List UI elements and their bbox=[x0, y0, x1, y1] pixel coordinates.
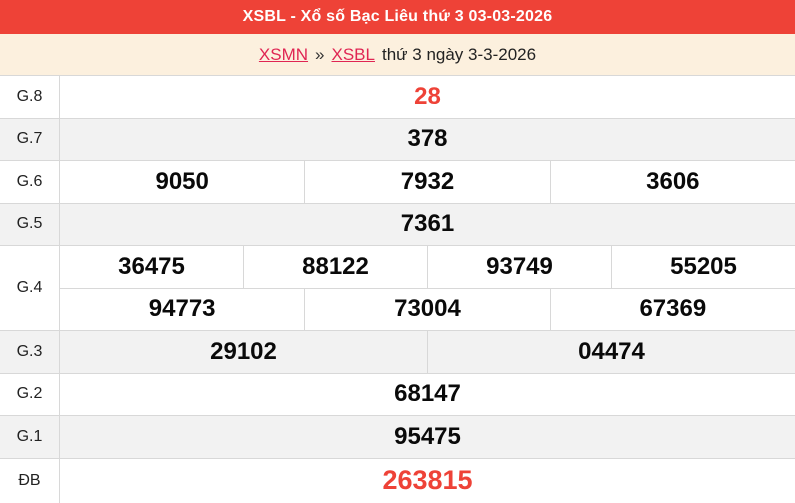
prize-number-g4-6: 73004 bbox=[305, 288, 551, 330]
breadcrumb-date-text: thứ 3 ngày 3-3-2026 bbox=[381, 44, 537, 64]
prize-number-g8: 28 bbox=[414, 82, 441, 110]
prize-label-g5: G.5 bbox=[0, 203, 60, 245]
page-title: XSBL - Xổ số Bạc Liêu thứ 3 03-03-2026 bbox=[242, 8, 553, 25]
prize-number-g6-3: 3606 bbox=[646, 167, 700, 195]
page-header: XSBL - Xổ số Bạc Liêu thứ 3 03-03-2026 bbox=[0, 0, 795, 34]
breadcrumb: XSMN » XSBL thứ 3 ngày 3-3-2026 bbox=[0, 34, 795, 75]
prize-row-g5: G.5 7361 bbox=[0, 203, 795, 246]
prize-number-g3-1: 29102 bbox=[60, 331, 428, 373]
prize-number-g7: 378 bbox=[407, 125, 448, 153]
prize-number-g4-1: 36475 bbox=[60, 246, 244, 288]
prize-row-g6: G.6 9050 7932 3606 bbox=[0, 161, 795, 204]
prize-number-g6-2: 7932 bbox=[305, 161, 551, 203]
results-table: G.8 28 G.7 378 G.6 9050 7932 3606 G.5 73… bbox=[0, 75, 795, 503]
breadcrumb-separator: » bbox=[315, 44, 325, 64]
prize-number-g4-7: 67369 bbox=[639, 295, 707, 323]
prize-row-g1: G.1 95475 bbox=[0, 416, 795, 459]
prize-number-g2: 68147 bbox=[394, 380, 461, 408]
prize-number-g4-3: 93749 bbox=[428, 246, 612, 288]
prize-row-g2: G.2 68147 bbox=[0, 373, 795, 416]
prize-number-g3-2: 04474 bbox=[578, 337, 645, 365]
prize-label-g4: G.4 bbox=[0, 246, 60, 330]
prize-number-db: 263815 bbox=[382, 465, 473, 496]
prize-number-g1: 95475 bbox=[394, 422, 461, 450]
prize-row-g8: G.8 28 bbox=[0, 76, 795, 119]
prize-row-g4: G.4 36475 88122 93749 55205 94773 73004 … bbox=[0, 246, 795, 331]
prize-number-g4-5: 94773 bbox=[60, 288, 306, 330]
breadcrumb-link-xsmn[interactable]: XSMN bbox=[258, 44, 309, 64]
prize-label-g1: G.1 bbox=[0, 416, 60, 458]
prize-label-g7: G.7 bbox=[0, 118, 60, 160]
prize-number-g4-4: 55205 bbox=[670, 252, 737, 280]
prize-label-db: ĐB bbox=[0, 458, 60, 503]
prize-number-g6-1: 9050 bbox=[60, 161, 306, 203]
prize-label-g3: G.3 bbox=[0, 331, 60, 373]
prize-row-g7: G.7 378 bbox=[0, 118, 795, 161]
prize-label-g6: G.6 bbox=[0, 161, 60, 203]
prize-number-g4-2: 88122 bbox=[244, 246, 428, 288]
prize-number-g5: 7361 bbox=[400, 210, 455, 238]
prize-label-g2: G.2 bbox=[0, 373, 60, 415]
prize-row-g3: G.3 29102 04474 bbox=[0, 331, 795, 374]
breadcrumb-link-xsbl[interactable]: XSBL bbox=[331, 44, 375, 64]
prize-label-g8: G.8 bbox=[0, 76, 60, 118]
prize-row-db: ĐB 263815 bbox=[0, 458, 795, 503]
